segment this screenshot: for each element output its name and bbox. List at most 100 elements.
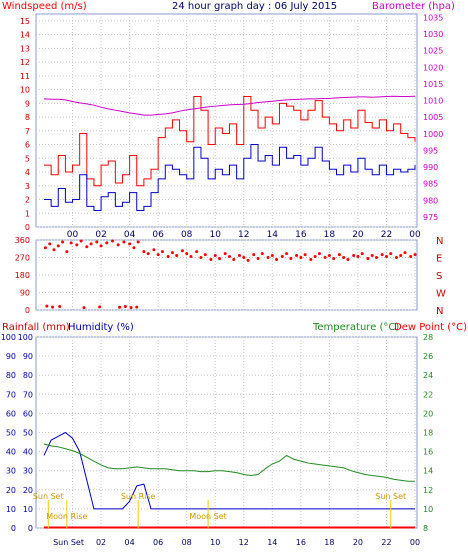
direction-point <box>275 257 279 261</box>
temperature-axis-title: Temperature (°C) <box>312 322 399 333</box>
direction-point <box>48 242 52 246</box>
direction-point <box>317 252 321 256</box>
temp-x-tick-label: 02 <box>96 538 106 547</box>
direction-point <box>85 245 89 249</box>
astro-annotation: Sun Set <box>375 492 406 501</box>
wind-tick-label: 4 <box>25 168 30 177</box>
direction-point <box>132 246 136 250</box>
wind-tick-label: 12 <box>20 58 30 67</box>
temperature-tick-label: 28 <box>423 333 433 342</box>
direction-point <box>374 256 378 259</box>
wind-axis-title: Windspeed (m/s) <box>2 1 87 12</box>
direction-point <box>61 240 65 244</box>
wind-tick-label: 7 <box>25 127 30 136</box>
wind-tick-label: 15 <box>20 17 30 26</box>
series-line-temperature <box>43 443 415 482</box>
wind-x-tick-label: 08 <box>181 230 193 240</box>
rainfall-axis-title: Rainfall (mm) <box>2 322 70 333</box>
direction-point <box>152 248 156 252</box>
barometer-tick-label: 1025 <box>423 47 443 56</box>
direction-compass-label: E <box>436 254 442 265</box>
direction-point <box>156 253 160 257</box>
direction-point <box>289 256 293 260</box>
direction-point <box>389 252 393 256</box>
direction-point <box>413 253 417 257</box>
rainfall-tick-label: 30 <box>23 467 33 476</box>
rainfall-tick-label: 0 <box>28 524 33 533</box>
direction-point <box>52 248 56 252</box>
direction-point <box>237 254 241 258</box>
temp-x-tick-label: 22 <box>381 538 391 547</box>
direction-point <box>175 254 179 258</box>
temperature-tick-label: 18 <box>423 429 433 438</box>
direction-point <box>323 256 327 259</box>
humidity-tick-label: 50 <box>6 429 16 438</box>
humidity-tick-label: 0 <box>11 524 16 533</box>
wind-x-tick-label: 12 <box>238 230 249 240</box>
direction-point <box>332 256 336 260</box>
direction-tick-label: 180 <box>15 271 30 280</box>
direction-point <box>209 257 213 261</box>
barometer-axis-title: Barometer (hpa) <box>372 1 455 12</box>
direction-point <box>270 254 274 258</box>
wind-x-tick-label: 02 <box>95 230 106 240</box>
barometer-tick-label: 990 <box>423 163 438 172</box>
barometer-tick-label: 1015 <box>423 80 443 89</box>
direction-point <box>218 256 222 260</box>
astro-annotation: Moon Set <box>189 512 226 521</box>
direction-point <box>79 239 83 243</box>
temp-x-tick-label: 16 <box>296 538 306 547</box>
direction-point <box>352 254 356 258</box>
direction-point <box>223 252 227 256</box>
direction-point <box>232 257 236 261</box>
humidity-tick-label: 30 <box>6 467 16 476</box>
temperature-tick-label: 12 <box>423 486 433 495</box>
temp-x-tick-label: 10 <box>210 538 220 547</box>
direction-point <box>299 256 303 259</box>
barometer-tick-label: 1000 <box>423 130 443 139</box>
direction-compass-label: N <box>436 236 443 247</box>
barometer-tick-label: 1005 <box>423 113 443 122</box>
direction-point <box>69 241 73 245</box>
direction-point <box>356 255 360 259</box>
temp-x-tick-label: 00 <box>410 538 420 547</box>
direction-point <box>399 254 403 258</box>
astro-annotation: Sun Set <box>33 492 64 501</box>
direction-point <box>199 256 203 259</box>
direction-point <box>75 243 79 247</box>
direction-point <box>252 253 256 257</box>
direction-point <box>342 256 346 259</box>
direction-point <box>394 256 398 259</box>
humidity-tick-label: 80 <box>6 371 16 380</box>
rainfall-tick-label: 80 <box>23 371 33 380</box>
barometer-tick-label: 1030 <box>423 30 443 39</box>
wind-tick-label: 3 <box>25 182 30 191</box>
direction-point <box>309 257 313 261</box>
wind-tick-label: 11 <box>20 72 30 81</box>
barometer-tick-label: 985 <box>423 180 438 189</box>
direction-point <box>122 240 126 244</box>
direction-point <box>403 251 407 255</box>
direction-point <box>246 258 250 262</box>
temperature-tick-label: 14 <box>423 467 433 476</box>
rainfall-tick-label: 60 <box>23 409 33 418</box>
direction-point <box>256 256 260 260</box>
wind-tick-label: 8 <box>25 113 30 122</box>
direction-point <box>160 250 164 254</box>
direction-point <box>380 253 384 257</box>
wind-tick-label: 10 <box>20 86 30 95</box>
direction-point <box>110 239 114 243</box>
direction-point <box>295 254 299 258</box>
direction-compass-label: S <box>436 271 442 282</box>
series-line-gust <box>44 95 416 187</box>
series-line-barometer <box>43 95 416 116</box>
direction-point <box>370 254 374 258</box>
series-line-average <box>44 144 416 212</box>
rainfall-tick-label: 100 <box>18 333 33 342</box>
direction-point <box>98 305 102 309</box>
temp-x-tick-label: 20 <box>353 538 363 547</box>
wind-tick-label: 1 <box>25 209 30 218</box>
temperature-tick-label: 8 <box>423 524 428 533</box>
temperature-tick-label: 20 <box>423 409 433 418</box>
